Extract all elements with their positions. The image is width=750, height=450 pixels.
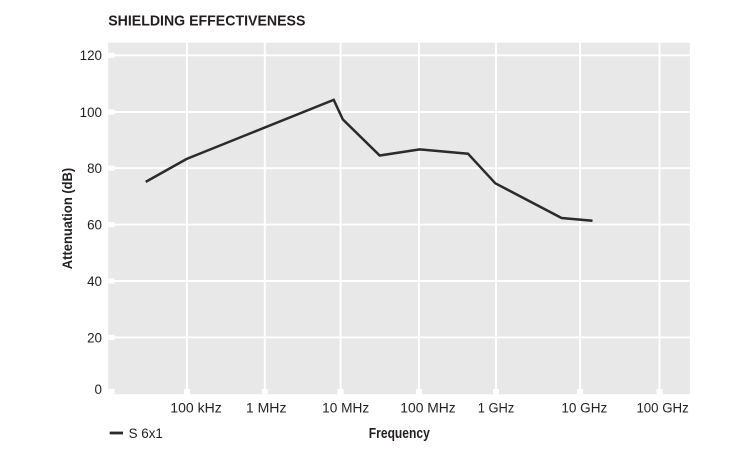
svg-text:120: 120 xyxy=(80,48,102,63)
svg-text:0: 0 xyxy=(95,382,102,397)
svg-text:100 kHz: 100 kHz xyxy=(170,400,222,415)
svg-text:40: 40 xyxy=(87,274,102,289)
svg-text:20: 20 xyxy=(87,330,102,345)
svg-text:1 GHz: 1 GHz xyxy=(478,400,515,415)
svg-text:SHIELDING EFFECTIVENESS: SHIELDING EFFECTIVENESS xyxy=(108,14,305,30)
svg-text:60: 60 xyxy=(87,217,102,232)
svg-text:100: 100 xyxy=(80,105,102,120)
svg-text:80: 80 xyxy=(87,161,102,176)
svg-text:1 MHz: 1 MHz xyxy=(246,400,287,415)
svg-text:10 GHz: 10 GHz xyxy=(561,400,607,415)
svg-text:S 6x1: S 6x1 xyxy=(129,426,163,441)
svg-text:Frequency: Frequency xyxy=(369,426,431,442)
svg-text:Attenuation (dB): Attenuation (dB) xyxy=(60,168,75,269)
svg-text:100 GHz: 100 GHz xyxy=(636,400,689,415)
svg-text:100 MHz: 100 MHz xyxy=(400,400,456,415)
svg-text:10 MHz: 10 MHz xyxy=(322,400,369,415)
